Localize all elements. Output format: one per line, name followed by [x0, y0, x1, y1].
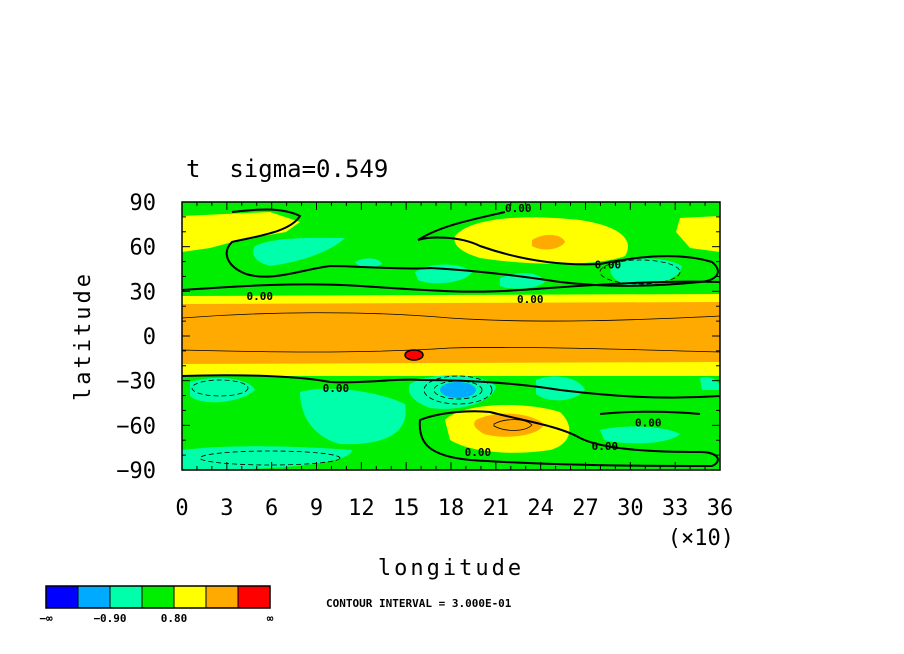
colorbar [45, 585, 271, 609]
contour-label: 0.00 [246, 290, 273, 303]
y-axis-label: latitude [71, 271, 96, 401]
y-tick-label: 0 [143, 325, 156, 350]
x-tick-label: 24 [527, 496, 554, 521]
contour-labels: 0.00 0.00 0.00 0.00 0.00 0.00 0.00 0.00 [246, 202, 661, 459]
x-tick-label: 33 [662, 496, 689, 521]
y-tick-label: −30 [116, 370, 156, 395]
x-multiplier: (×10) [668, 526, 734, 551]
cool-patch-s2 [300, 388, 406, 445]
x-tick-label: 15 [393, 496, 420, 521]
x-axis-label: longitude [378, 556, 524, 581]
x-tick-label: 12 [348, 496, 375, 521]
y-tick-label: 60 [130, 236, 157, 261]
warm-core-s [474, 413, 544, 437]
colorbar-frame [45, 585, 271, 609]
warm-band-outline [182, 312, 720, 322]
cool-patch-s1 [190, 377, 255, 403]
warm-extreme-core [404, 349, 424, 361]
colorbar-swatch [46, 586, 78, 608]
cool-patch-n2 [355, 258, 382, 268]
x-tick-labels: 0 3 6 9 12 15 18 21 24 27 30 33 36 [175, 496, 733, 521]
x-tick-label: 9 [310, 496, 323, 521]
colorbar-swatch [206, 586, 238, 608]
contour-label: 0.00 [517, 293, 544, 306]
y-tick-label: 90 [130, 191, 157, 216]
x-tick-label: 18 [438, 496, 465, 521]
axis-ticks [181, 201, 721, 471]
contour-label: 0.00 [592, 440, 619, 453]
contour-label: 0.00 [465, 446, 492, 459]
warm-region-nw [182, 212, 300, 252]
colorbar-swatch [174, 586, 206, 608]
x-tick-label: 36 [707, 496, 734, 521]
contour-field [182, 202, 720, 470]
cool-patch-s5 [600, 426, 680, 444]
x-tick-label: 30 [617, 496, 644, 521]
contour-label: 0.00 [595, 259, 622, 272]
negative-contours [191, 259, 681, 466]
contour-interval-label: CONTOUR INTERVAL = 3.000E-01 [326, 597, 512, 610]
colorbar-swatch [78, 586, 110, 608]
y-tick-labels: 90 60 30 0 −30 −60 −90 [116, 191, 156, 484]
chart-title: t sigma=0.549 [186, 155, 388, 183]
x-tick-label: 21 [483, 496, 510, 521]
cool-patch-s4 [536, 376, 585, 401]
cool-patch-n4 [610, 258, 682, 286]
y-tick-label: 30 [130, 280, 157, 305]
warm-band-inner [182, 302, 720, 364]
x-tick-label: 3 [220, 496, 233, 521]
x-tick-label: 27 [572, 496, 599, 521]
zero-contours [182, 208, 720, 468]
contour-label: 0.00 [323, 382, 350, 395]
colorbar-label: 0.80 [161, 612, 188, 625]
cool-patch-n1 [253, 237, 345, 266]
cool-patch-n5 [500, 273, 545, 289]
colorbar-swatch [142, 586, 174, 608]
x-tick-label: 6 [265, 496, 278, 521]
cold-core-s [440, 382, 476, 398]
colorbar-label: −0.90 [93, 612, 126, 625]
colorbar-label: −∞ [39, 612, 53, 625]
colorbar-swatch [238, 586, 270, 608]
x-tick-label: 0 [175, 496, 188, 521]
colorbar-labels: −∞ −0.90 0.80 ∞ [39, 612, 273, 625]
colorbar-swatch [110, 586, 142, 608]
y-tick-label: −90 [116, 459, 156, 484]
contour-label: 0.00 [635, 416, 662, 429]
warm-region-far-ne [676, 216, 720, 252]
contour-label: 0.00 [505, 202, 532, 215]
y-tick-label: −60 [116, 414, 156, 439]
warm-core-s-outline [493, 419, 533, 431]
warm-core-ne [532, 234, 565, 250]
colorbar-label: ∞ [267, 612, 274, 625]
warm-band-outline-2 [182, 347, 720, 353]
